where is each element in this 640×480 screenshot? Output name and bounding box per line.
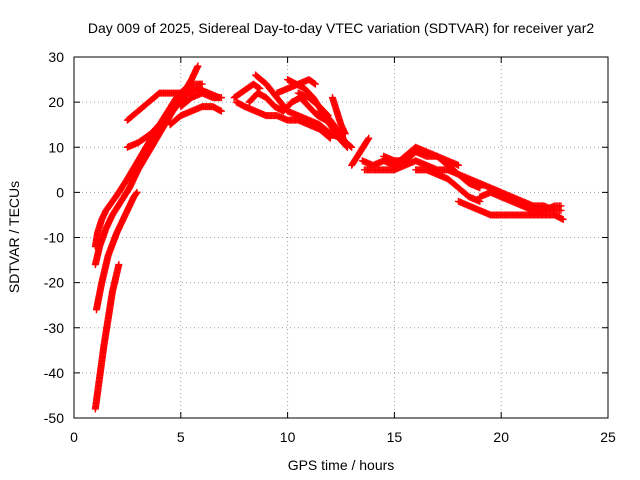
- series-arc-6: [123, 85, 223, 151]
- grid-lines: [74, 57, 608, 418]
- x-tick-label: 10: [280, 429, 296, 445]
- series-arc-24: [476, 188, 565, 214]
- y-tick-label: 20: [48, 94, 64, 110]
- data-points: [91, 62, 567, 413]
- data-point: [341, 130, 349, 138]
- series-arc-11: [245, 89, 345, 142]
- data-marker: [310, 79, 318, 87]
- y-tick-label: -50: [44, 410, 64, 426]
- data-point: [365, 134, 373, 142]
- series-arc-2: [91, 62, 202, 269]
- data-point: [133, 188, 141, 196]
- series-arc-22: [412, 166, 484, 205]
- series-arc-16: [316, 107, 351, 151]
- y-tick-label: 0: [56, 184, 64, 200]
- series-arc-10: [232, 98, 334, 142]
- x-tick-label: 25: [600, 429, 616, 445]
- y-tick-label: 30: [48, 49, 64, 65]
- x-axis-ticks: 0 5 10 15 20 25: [70, 57, 616, 445]
- series-arc-21: [380, 148, 484, 192]
- x-tick-label: 5: [177, 429, 185, 445]
- x-tick-label: 20: [493, 429, 509, 445]
- chart-title: Day 009 of 2025, Sidereal Day-to-day VTE…: [88, 20, 594, 36]
- y-tick-label: -10: [44, 230, 64, 246]
- x-tick-label: 0: [70, 429, 78, 445]
- y-tick-label: -30: [44, 320, 64, 336]
- series-arc-3: [92, 188, 141, 314]
- series-arc-9: [230, 80, 264, 102]
- data-point: [194, 62, 202, 70]
- y-tick-label: -20: [44, 275, 64, 291]
- series-arc-8: [177, 89, 225, 111]
- series-arc-18: [348, 134, 373, 169]
- data-point: [454, 161, 462, 169]
- x-tick-label: 15: [387, 429, 403, 445]
- data-point: [476, 184, 484, 192]
- y-axis-label: SDTVAR / TECUs: [6, 181, 22, 293]
- data-point: [559, 215, 567, 223]
- data-point: [343, 143, 351, 151]
- data-marker: [132, 190, 140, 198]
- series-arc-7: [166, 103, 225, 129]
- y-axis-ticks: -50 -40 -30 -20 -10 0 10 20 30: [44, 49, 608, 426]
- data-point: [198, 80, 206, 88]
- data-point: [217, 94, 225, 102]
- data-point: [217, 107, 225, 115]
- series-arc-17: [328, 94, 349, 138]
- data-marker: [255, 84, 263, 92]
- series-arc-5: [123, 89, 193, 124]
- series-arc-4: [91, 261, 123, 413]
- data-point: [115, 261, 123, 269]
- x-axis-label: GPS time / hours: [288, 457, 395, 473]
- y-tick-label: 10: [48, 139, 64, 155]
- data-point: [557, 202, 565, 210]
- y-tick-label: -40: [44, 365, 64, 381]
- data-marker: [364, 135, 372, 143]
- data-point: [311, 80, 319, 88]
